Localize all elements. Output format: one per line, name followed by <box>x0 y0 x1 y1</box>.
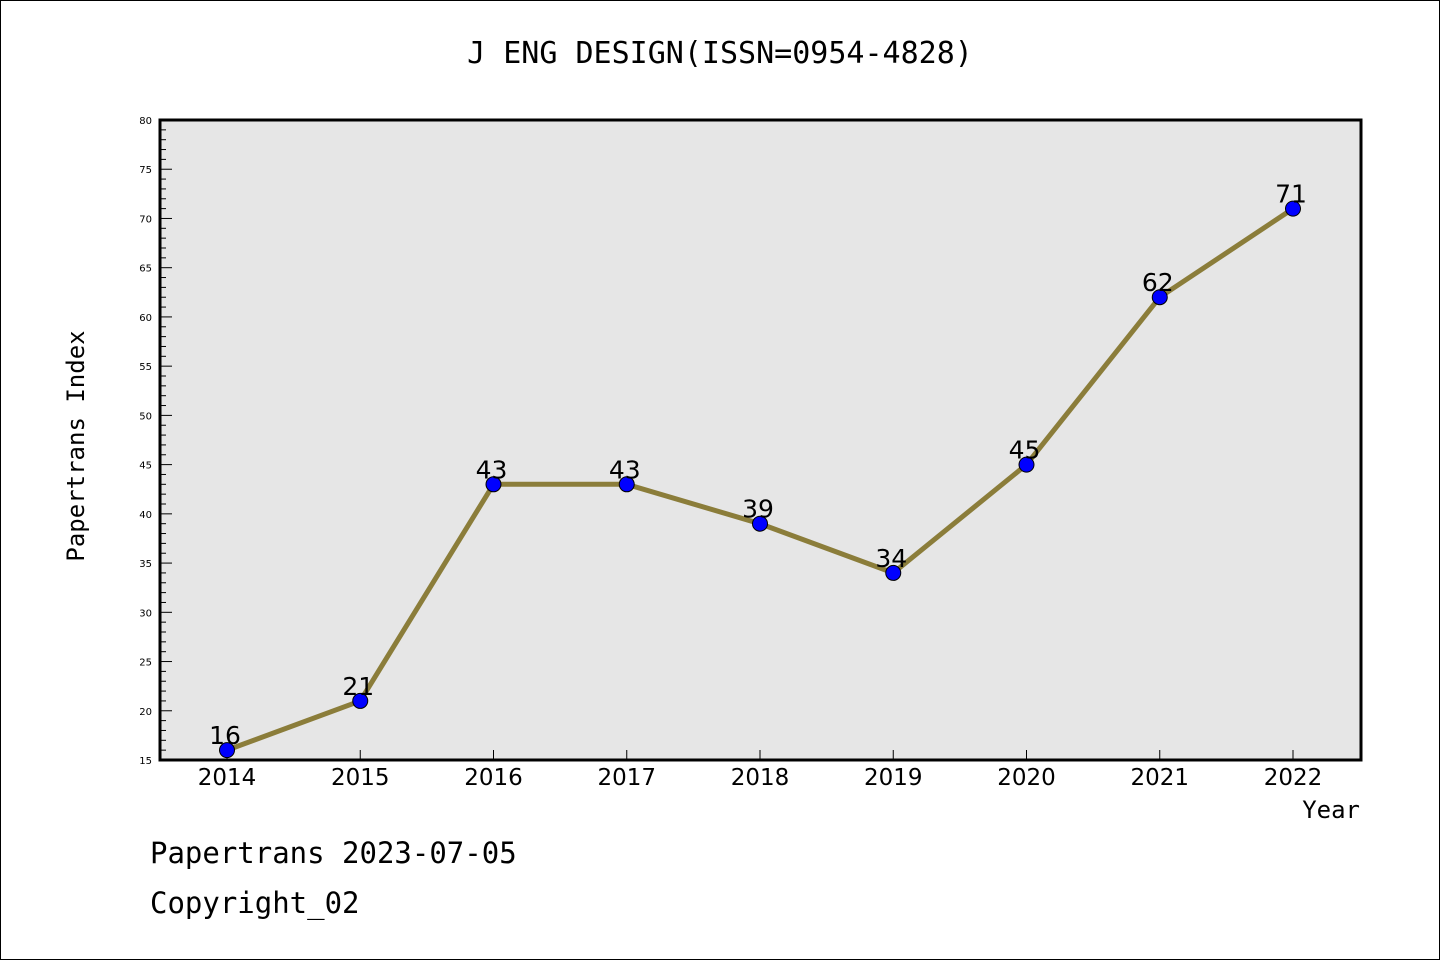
data-point <box>1018 456 1035 473</box>
data-point <box>1151 289 1168 306</box>
data-label: 71 <box>1275 180 1307 209</box>
data-point <box>885 564 902 581</box>
data-label: 39 <box>742 495 774 524</box>
footer-source: Papertrans 2023-07-05 <box>150 836 517 870</box>
plot-area <box>160 120 1361 760</box>
data-label: 45 <box>1009 436 1041 465</box>
x-tick-label: 2015 <box>331 765 390 791</box>
y-tick-label: 20 <box>139 707 152 718</box>
x-tick-label: 2017 <box>597 765 656 791</box>
y-tick-label: 65 <box>139 264 152 275</box>
y-tick-label: 55 <box>139 362 152 373</box>
y-tick-label: 25 <box>139 658 152 669</box>
x-tick-label: 2014 <box>198 765 257 791</box>
x-tick-label: 2022 <box>1264 765 1323 791</box>
data-point <box>618 476 635 493</box>
data-label: 62 <box>1142 268 1174 297</box>
y-tick-label: 80 <box>139 116 152 127</box>
y-tick-label: 45 <box>139 461 152 472</box>
y-tick-label: 70 <box>139 214 152 225</box>
footer-copyright: Copyright_02 <box>150 886 360 920</box>
data-point <box>752 515 768 532</box>
x-axis-label: Year <box>1302 796 1360 824</box>
data-point <box>219 742 235 759</box>
y-tick-label: 40 <box>139 510 152 521</box>
data-point <box>352 692 369 709</box>
y-tick-label: 30 <box>139 608 152 619</box>
chart-title: J ENG DESIGN(ISSN=0954-4828) <box>467 36 973 71</box>
data-label: 34 <box>875 544 907 573</box>
y-tick-label: 35 <box>139 559 152 570</box>
x-tick-label: 2019 <box>864 765 923 791</box>
data-label: 43 <box>609 455 641 484</box>
data-label: 43 <box>476 455 508 484</box>
y-tick-label: 75 <box>139 165 152 176</box>
y-tick-label: 15 <box>139 756 152 767</box>
x-tick-label: 2021 <box>1130 765 1189 791</box>
data-label: 16 <box>209 721 241 750</box>
plot-border <box>158 118 1363 762</box>
data-point <box>1285 200 1301 217</box>
y-axis-ticks: 15 20 25 30 35 40 45 50 55 60 65 70 75 80 <box>139 116 172 767</box>
x-tick-label: 2016 <box>464 765 523 791</box>
data-labels: 16 21 43 43 39 34 45 62 71 <box>209 180 1307 751</box>
series-points <box>219 200 1301 759</box>
x-tick-label: 2018 <box>731 765 790 791</box>
y-tick-label: 50 <box>139 411 152 422</box>
x-axis-ticks: 2014 2015 2016 2017 2018 2019 2020 2021 2022 <box>198 750 1323 791</box>
data-point <box>485 476 502 493</box>
x-tick-label: 2020 <box>997 765 1056 791</box>
data-label: 21 <box>342 672 374 701</box>
y-tick-label: 60 <box>139 313 152 324</box>
